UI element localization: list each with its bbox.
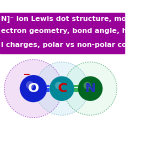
Text: −: − xyxy=(22,70,29,79)
Text: l charges, polar vs non-polar con: l charges, polar vs non-polar con xyxy=(1,42,131,48)
Text: O: O xyxy=(28,82,39,95)
Circle shape xyxy=(35,62,88,115)
Text: C: C xyxy=(57,82,67,95)
Text: N: N xyxy=(85,82,96,95)
Circle shape xyxy=(84,82,91,89)
Circle shape xyxy=(20,75,47,102)
Circle shape xyxy=(64,62,117,115)
Circle shape xyxy=(55,82,62,89)
Circle shape xyxy=(4,60,62,118)
Bar xyxy=(0,13,124,53)
Circle shape xyxy=(78,76,103,101)
Circle shape xyxy=(50,76,74,101)
Text: ectron geometry, bond angle, hyb: ectron geometry, bond angle, hyb xyxy=(1,28,136,34)
Circle shape xyxy=(26,81,34,89)
Text: N]⁻ ion Lewis dot structure, molecu: N]⁻ ion Lewis dot structure, molecu xyxy=(1,15,142,22)
